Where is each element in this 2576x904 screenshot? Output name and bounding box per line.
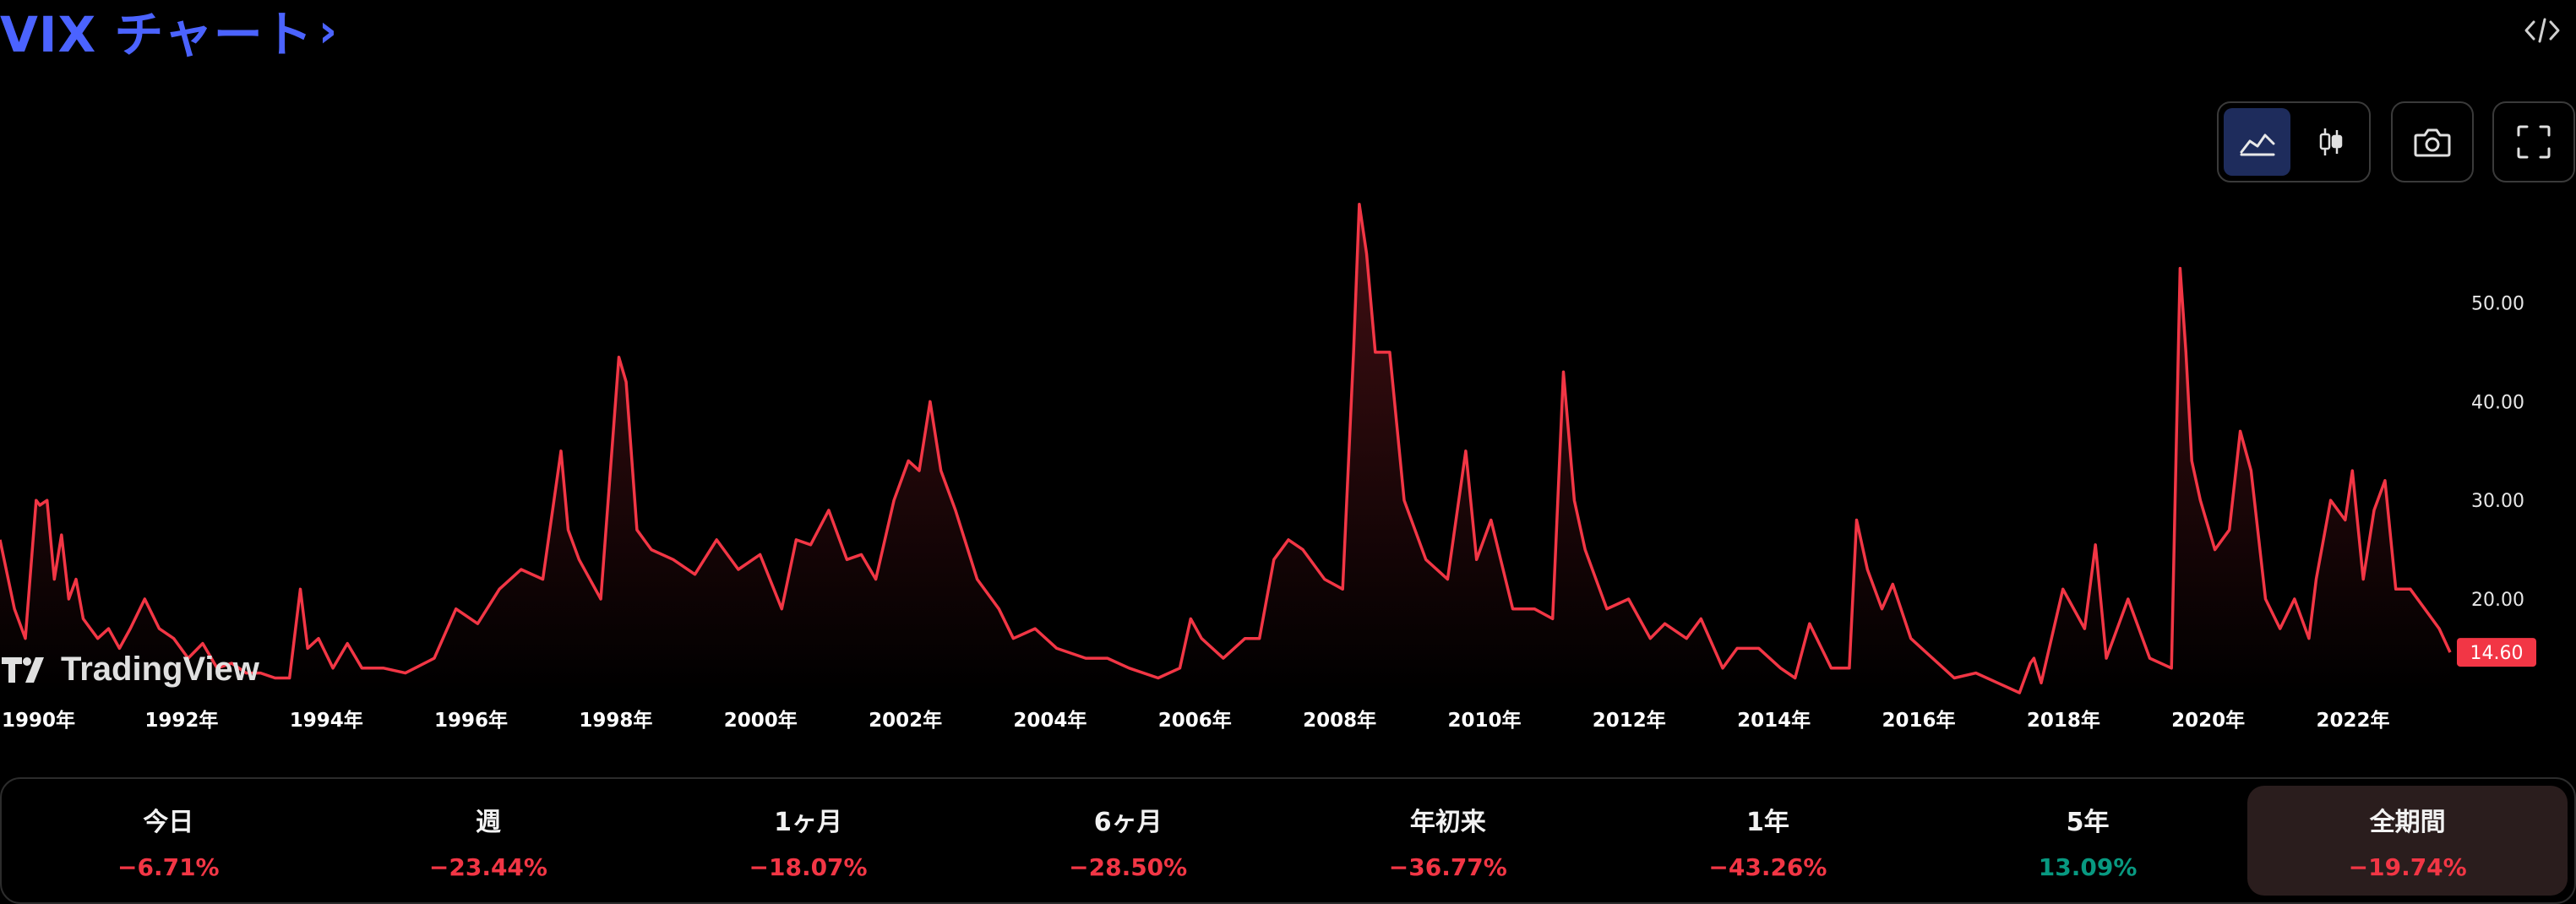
camera-icon bbox=[2414, 128, 2451, 157]
x-tick-label: 2006年 bbox=[1158, 709, 1232, 732]
x-tick-label: 1998年 bbox=[579, 709, 652, 732]
candlestick-chart-button[interactable] bbox=[2297, 108, 2364, 176]
stat-label: 全期間 bbox=[2369, 807, 2446, 837]
stat-week[interactable]: 週 −23.44% bbox=[329, 786, 649, 896]
page-title: VIX チャート bbox=[0, 6, 313, 63]
stat-value: −28.50% bbox=[1069, 852, 1188, 881]
x-tick-label: 2000年 bbox=[724, 709, 798, 732]
stat-value: −43.26% bbox=[1708, 852, 1827, 881]
x-tick-label: 1992年 bbox=[144, 709, 218, 732]
candlestick-icon bbox=[2319, 128, 2342, 155]
fullscreen-icon bbox=[2517, 125, 2551, 159]
x-tick-label: 2018年 bbox=[2027, 709, 2100, 732]
stat-label: 6ヶ月 bbox=[1093, 807, 1163, 837]
stat-label: 5年 bbox=[2066, 807, 2110, 837]
x-tick-label: 2022年 bbox=[2317, 709, 2390, 732]
tradingview-logo-icon bbox=[2, 657, 44, 683]
x-tick-label: 2002年 bbox=[869, 709, 942, 732]
x-tick-label: 2008年 bbox=[1303, 709, 1376, 732]
embed-code-button[interactable] bbox=[2522, 14, 2562, 47]
last-price-label: 14.60 bbox=[2470, 643, 2524, 664]
y-tick-label: 30.00 bbox=[2471, 491, 2524, 512]
stat-label: 年初来 bbox=[1409, 807, 1486, 837]
code-embed-icon bbox=[2524, 18, 2560, 43]
stat-value: −36.77% bbox=[1388, 852, 1507, 881]
stat-value: −23.44% bbox=[428, 852, 547, 881]
stat-6-months[interactable]: 6ヶ月 −28.50% bbox=[968, 786, 1288, 896]
vix-chart[interactable]: 20.00 30.00 40.00 50.00 1990年 1992年 1994年 1996… bbox=[0, 194, 2576, 735]
x-tick-label: 2016年 bbox=[1882, 709, 1955, 732]
fullscreen-button[interactable] bbox=[2500, 108, 2568, 176]
chart-type-group bbox=[2217, 101, 2371, 182]
stat-5-years[interactable]: 5年 13.09% bbox=[1928, 786, 2248, 896]
performance-stats: 今日 −6.71% 週 −23.44% 1ヶ月 −18.07% 6ヶ月 −28.… bbox=[0, 777, 2576, 904]
stat-value: −6.71% bbox=[117, 852, 220, 881]
stat-1-year[interactable]: 1年 −43.26% bbox=[1608, 786, 1928, 896]
x-tick-label: 2012年 bbox=[1593, 709, 1666, 732]
watermark-text: TradingView bbox=[61, 650, 259, 688]
fullscreen-group bbox=[2492, 101, 2575, 182]
y-tick-label: 40.00 bbox=[2471, 392, 2524, 413]
stat-label: 1年 bbox=[1746, 807, 1789, 837]
x-tick-label: 2020年 bbox=[2171, 709, 2245, 732]
x-tick-label: 1994年 bbox=[290, 709, 363, 732]
stat-all-time[interactable]: 全期間 −19.74% bbox=[2247, 786, 2568, 896]
x-tick-label: 2014年 bbox=[1737, 709, 1811, 732]
area-chart-button[interactable] bbox=[2224, 108, 2290, 176]
y-tick-label: 50.00 bbox=[2471, 294, 2524, 315]
x-tick-label: 2004年 bbox=[1013, 709, 1086, 732]
series-area-fill bbox=[0, 204, 2450, 693]
chart-toolbar bbox=[0, 101, 2576, 184]
stat-ytd[interactable]: 年初来 −36.77% bbox=[1288, 786, 1609, 896]
stat-value: −18.07% bbox=[749, 852, 868, 881]
stat-today[interactable]: 今日 −6.71% bbox=[8, 786, 329, 896]
snapshot-group bbox=[2391, 101, 2474, 182]
x-tick-label: 1996年 bbox=[434, 709, 508, 732]
stat-1-month[interactable]: 1ヶ月 −18.07% bbox=[648, 786, 968, 896]
x-tick-label: 1990年 bbox=[2, 709, 75, 732]
stat-label: 1ヶ月 bbox=[774, 807, 842, 837]
stat-label: 今日 bbox=[143, 807, 194, 837]
snapshot-button[interactable] bbox=[2399, 108, 2466, 176]
stat-value: −19.74% bbox=[2348, 852, 2467, 881]
chart-area[interactable]: 20.00 30.00 40.00 50.00 1990年 1992年 1994年 1996… bbox=[0, 194, 2576, 735]
last-price-badge bbox=[2457, 638, 2536, 667]
stat-value: 13.09% bbox=[2038, 852, 2138, 881]
y-tick-label: 20.00 bbox=[2471, 590, 2524, 611]
chart-title-link[interactable]: VIX チャート › bbox=[0, 0, 339, 64]
x-tick-label: 2010年 bbox=[1447, 709, 1521, 732]
stat-label: 週 bbox=[475, 807, 501, 837]
area-chart-icon bbox=[2240, 133, 2274, 156]
chevron-right-icon: › bbox=[318, 3, 339, 57]
series-line bbox=[0, 202, 2452, 694]
tradingview-watermark: TradingView bbox=[0, 645, 259, 693]
